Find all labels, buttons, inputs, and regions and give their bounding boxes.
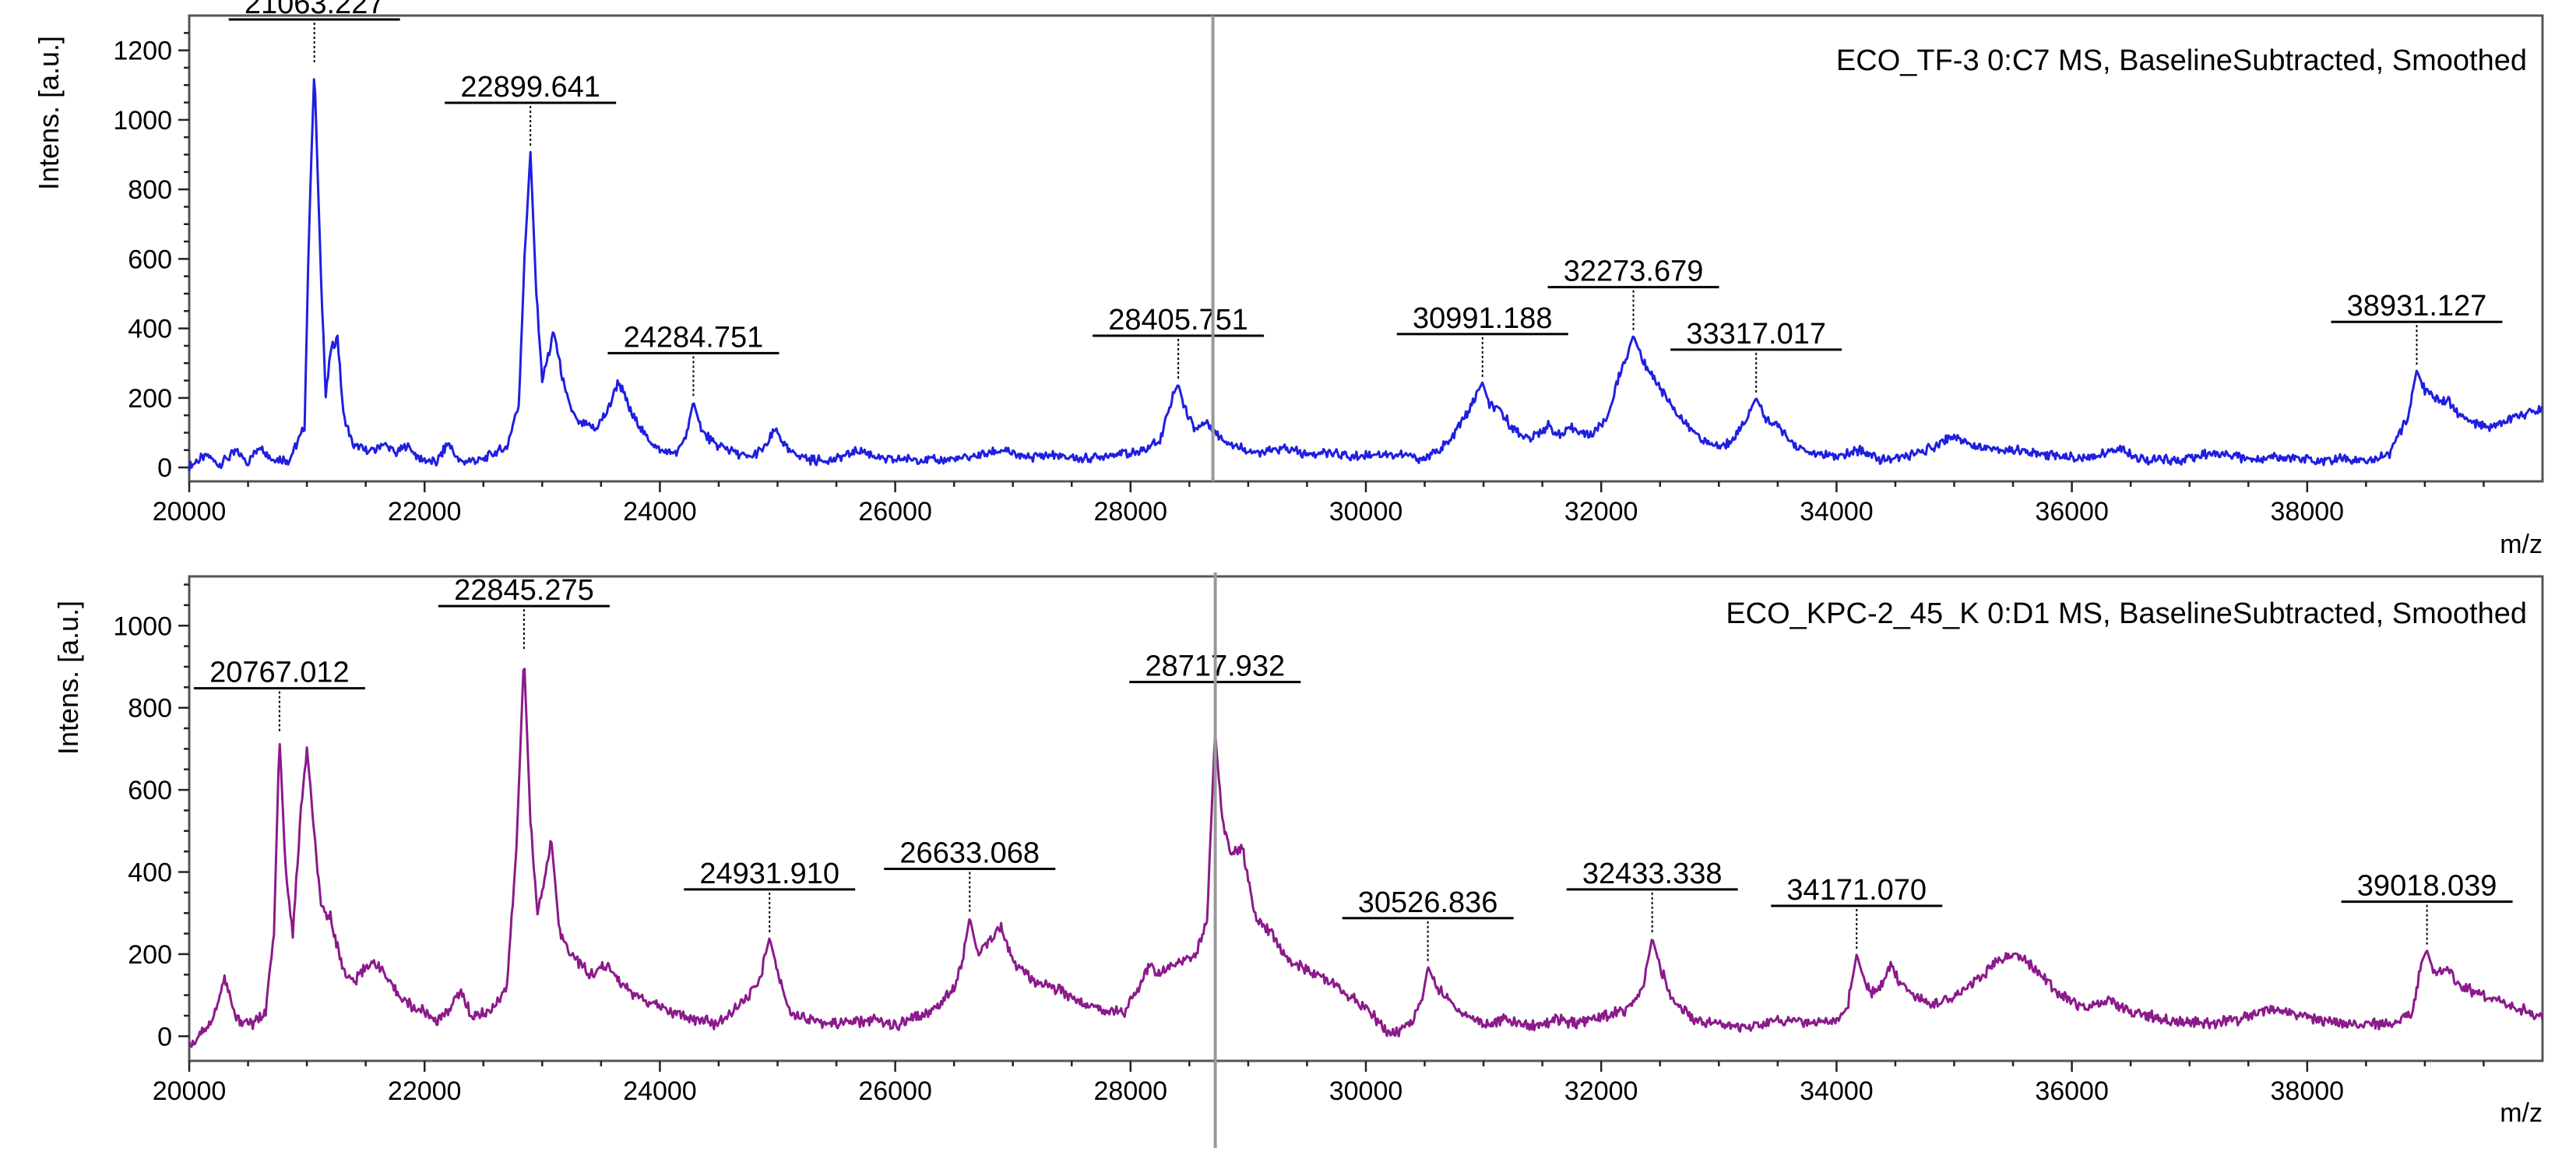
peak-label: 26633.068 [899,837,1040,870]
x-tick-label: 30000 [1329,1076,1403,1106]
peak-label: 20767.012 [209,657,350,689]
x-tick-label: 22000 [388,1076,462,1106]
y-tick-label: 1000 [113,611,172,641]
y-axis-label: Intens. [a.u.] [52,601,84,755]
spectrum-line [188,668,2544,1048]
spectrum-panel-top: ECO_TF-3 0:C7 MS, BaselineSubtracted, Sm… [33,0,2544,559]
y-tick-label: 600 [128,245,172,274]
peak-label: 22845.275 [454,574,594,607]
y-tick-label: 800 [128,694,172,724]
x-tick-label: 28000 [1094,1076,1168,1106]
y-tick-label: 200 [128,940,172,970]
y-tick-label: 400 [128,858,172,888]
x-tick-label: 26000 [858,497,932,527]
x-tick-label: 32000 [1564,1076,1638,1106]
y-tick-label: 0 [157,453,172,483]
x-tick-label: 24000 [623,497,697,527]
spectrum-panel-bottom: ECO_KPC-2_45_K 0:D1 MS, BaselineSubtract… [52,572,2544,1148]
x-tick-label: 34000 [1800,1076,1874,1106]
peak-label: 30991.188 [1413,302,1553,335]
x-tick-label: 20000 [153,1076,227,1106]
peak-label: 33317.017 [1686,318,1826,351]
x-tick-label: 38000 [2271,1076,2345,1106]
peak-label: 30526.836 [1358,886,1498,919]
peak-label: 24284.751 [624,321,764,354]
x-tick-label: 28000 [1094,497,1168,527]
peak-label: 38931.127 [2347,290,2487,322]
axes: 20000 22000 24000 26000 28000 30000 32000 34000… [113,583,2485,1106]
x-tick-label: 38000 [2271,497,2345,527]
axes: 20000 22000 24000 26000 28000 30000 32000 34000… [113,32,2485,527]
peak-label: 34171.070 [1786,874,1927,907]
peak-label: 22899.641 [460,71,600,104]
x-tick-label: 34000 [1800,497,1874,527]
y-tick-label: 200 [128,384,172,414]
x-tick-label: 36000 [2035,1076,2109,1106]
x-tick-label: 30000 [1329,497,1403,527]
spectrum-title: ECO_TF-3 0:C7 MS, BaselineSubtracted, Sm… [1836,44,2527,77]
spectrum-line [188,78,2544,472]
peak-label: 24931.910 [699,858,839,890]
y-tick-label: 0 [157,1022,172,1052]
x-axis-label: m/z [2500,530,2543,559]
y-tick-label: 1200 [113,37,172,66]
y-tick-label: 1000 [113,106,172,136]
y-tick-label: 600 [128,776,172,805]
y-tick-label: 400 [128,315,172,344]
x-tick-label: 20000 [153,497,227,527]
spectrum-trace [188,78,2544,472]
peak-annotations: 20767.01222845.27524931.91026633.0682871… [193,572,2513,1148]
x-tick-label: 26000 [858,1076,932,1106]
x-tick-label: 36000 [2035,497,2109,527]
peak-label: 28405.751 [1108,304,1248,336]
peak-label: 39018.039 [2357,870,2497,903]
peak-label: 32433.338 [1582,858,1723,890]
x-tick-label: 24000 [623,1076,697,1106]
y-axis-label: Intens. [a.u.] [33,36,65,190]
y-tick-label: 800 [128,175,172,205]
spectrum-trace [188,668,2544,1048]
peak-label: 32273.679 [1564,255,1704,288]
x-tick-label: 32000 [1564,497,1638,527]
peak-annotations: 21063.227 22899.641 24284.751 28405.751 3099… [228,0,2503,481]
plot-frame [188,575,2544,1062]
x-axis-label: m/z [2500,1098,2543,1128]
x-tick-label: 22000 [388,497,462,527]
spectrum-title: ECO_KPC-2_45_K 0:D1 MS, BaselineSubtract… [1726,597,2527,630]
peak-label: 21063.227 [245,0,385,20]
